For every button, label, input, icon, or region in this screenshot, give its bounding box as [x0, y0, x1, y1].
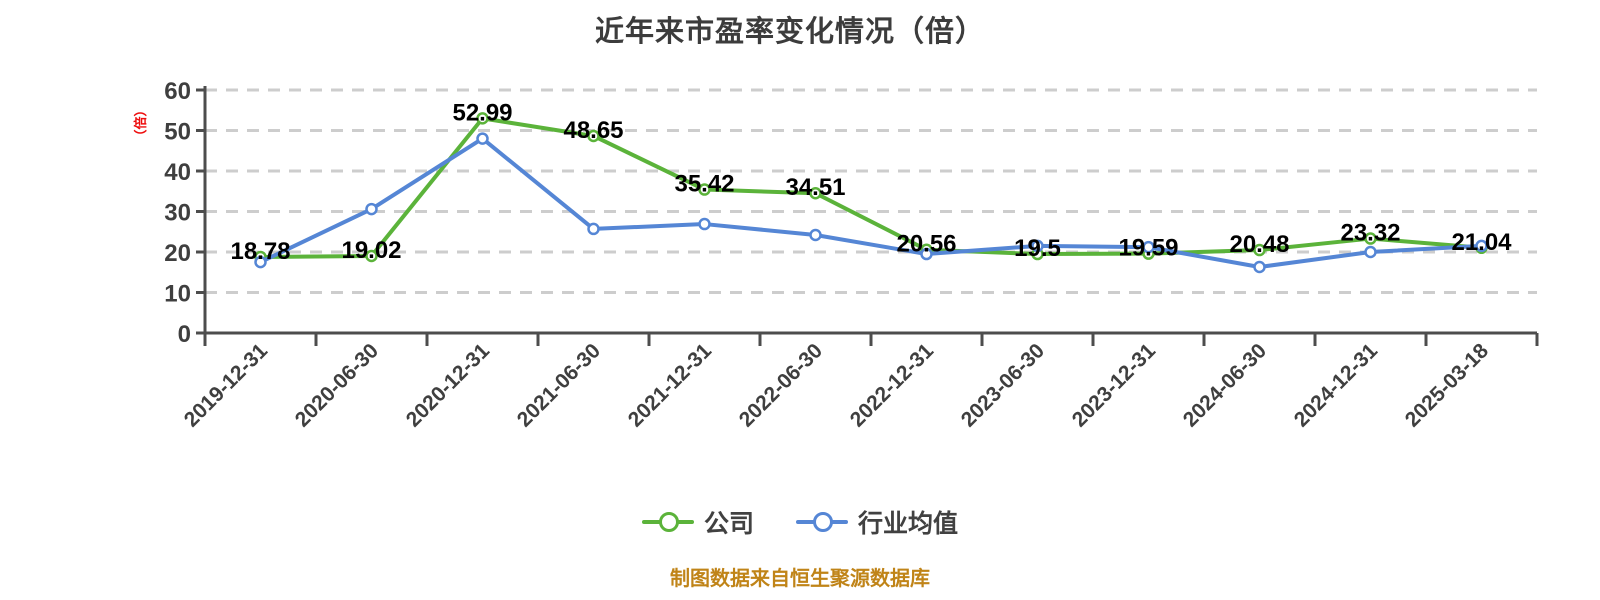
- y-axis-tick-label: 30: [164, 200, 191, 227]
- x-axis-tick-label: 2023-12-31: [1068, 339, 1160, 431]
- data-label: 18.78: [230, 238, 290, 265]
- data-label: 48.65: [563, 117, 623, 144]
- chart-title: 近年来市盈率变化情况（倍）: [594, 16, 985, 48]
- data-point-industry: [1475, 239, 1488, 253]
- y-axis-tick-label: 40: [164, 159, 191, 186]
- legend: 公司 行业均值: [0, 500, 1600, 544]
- y-axis-tick-label: 60: [164, 78, 191, 105]
- data-label: 19.02: [341, 237, 401, 264]
- data-point-company: [1253, 243, 1266, 257]
- data-label: 20.48: [1229, 231, 1289, 258]
- data-point-industry: [254, 255, 267, 269]
- data-point-company: [476, 112, 489, 125]
- data-point-industry: [1253, 260, 1266, 274]
- legend-item-industry[interactable]: 行业均值: [796, 504, 958, 540]
- data-label: 21.04: [1451, 229, 1512, 256]
- data-label: 35.42: [674, 171, 734, 198]
- data-point-industry: [920, 247, 933, 261]
- x-axis-tick-label: 2020-06-30: [291, 339, 383, 431]
- data-point-industry: [1142, 240, 1155, 254]
- data-point-company: [698, 183, 711, 196]
- x-axis-tick-label: 2020-12-31: [402, 339, 494, 431]
- data-label: 52.99: [452, 99, 512, 126]
- data-point-industry: [365, 202, 378, 216]
- y-axis-tick-label: 10: [164, 281, 191, 308]
- y-axis-tick-label: 50: [164, 119, 191, 146]
- data-point-company: [587, 129, 600, 143]
- y-axis-tick-label: 0: [178, 321, 191, 348]
- data-point-industry: [476, 132, 489, 145]
- x-axis-tick-label: 2024-06-30: [1179, 339, 1271, 431]
- data-point-company: [365, 249, 378, 263]
- legend-item-company[interactable]: 公司: [641, 504, 754, 540]
- x-axis-tick-label: 2021-12-31: [624, 339, 716, 431]
- y-axis-tick-label: 20: [164, 240, 191, 267]
- data-point-industry: [809, 228, 822, 242]
- series-line-industry: [258, 136, 1484, 269]
- industry-legend-marker-icon: [796, 511, 848, 533]
- data-label: 19.5: [1014, 235, 1061, 262]
- data-point-industry: [698, 217, 711, 231]
- data-point-industry: [587, 222, 600, 236]
- data-point-industry: [1364, 245, 1377, 259]
- legend-item-label: 公司: [703, 510, 754, 538]
- company-legend-marker-icon: [641, 511, 694, 533]
- data-label: 34.51: [785, 174, 845, 201]
- data-label: 19.59: [1118, 235, 1178, 262]
- x-axis-tick-label: 2019-12-31: [180, 339, 272, 431]
- x-axis-tick-label: 2025-03-18: [1401, 339, 1493, 431]
- data-point-industry: [1031, 239, 1044, 253]
- legend-item-label: 行业均值: [858, 510, 959, 538]
- data-point-company: [809, 186, 822, 200]
- data-label: 23.32: [1340, 220, 1400, 247]
- x-axis-tick-label: 2022-06-30: [735, 339, 827, 431]
- x-axis-tick-label: 2021-06-30: [513, 339, 605, 431]
- data-label: 20.56: [896, 231, 956, 258]
- x-axis-tick-label: 2023-06-30: [957, 339, 1049, 431]
- data-point-company: [1364, 232, 1377, 245]
- x-axis-tick-label: 2022-12-31: [846, 339, 938, 431]
- data-source-note: 制图数据来自恒生聚源数据库: [670, 568, 930, 590]
- x-axis-tick-label: 2024-12-31: [1290, 339, 1382, 431]
- series-line-company: [258, 116, 1484, 259]
